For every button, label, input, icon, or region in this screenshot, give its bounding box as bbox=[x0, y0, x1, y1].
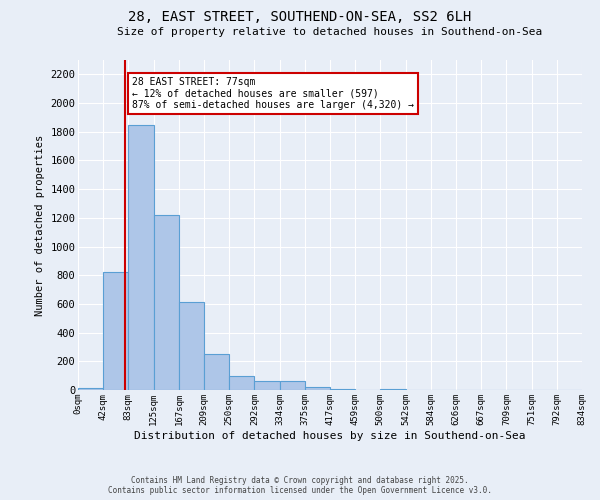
Bar bbox=[154, 215, 179, 390]
Bar bbox=[205, 354, 229, 390]
Text: 28 EAST STREET: 77sqm
← 12% of detached houses are smaller (597)
87% of semi-det: 28 EAST STREET: 77sqm ← 12% of detached … bbox=[133, 77, 415, 110]
Text: 28, EAST STREET, SOUTHEND-ON-SEA, SS2 6LH: 28, EAST STREET, SOUTHEND-ON-SEA, SS2 6L… bbox=[128, 10, 472, 24]
Bar bbox=[229, 376, 254, 390]
Bar bbox=[280, 382, 305, 390]
Bar bbox=[78, 388, 103, 390]
Y-axis label: Number of detached properties: Number of detached properties bbox=[35, 134, 44, 316]
Text: Contains HM Land Registry data © Crown copyright and database right 2025.
Contai: Contains HM Land Registry data © Crown c… bbox=[108, 476, 492, 495]
Bar bbox=[305, 387, 330, 390]
Bar bbox=[128, 124, 154, 390]
Bar bbox=[103, 272, 128, 390]
X-axis label: Distribution of detached houses by size in Southend-on-Sea: Distribution of detached houses by size … bbox=[134, 430, 526, 440]
Title: Size of property relative to detached houses in Southend-on-Sea: Size of property relative to detached ho… bbox=[118, 27, 542, 37]
Bar bbox=[179, 302, 205, 390]
Bar bbox=[254, 382, 280, 390]
